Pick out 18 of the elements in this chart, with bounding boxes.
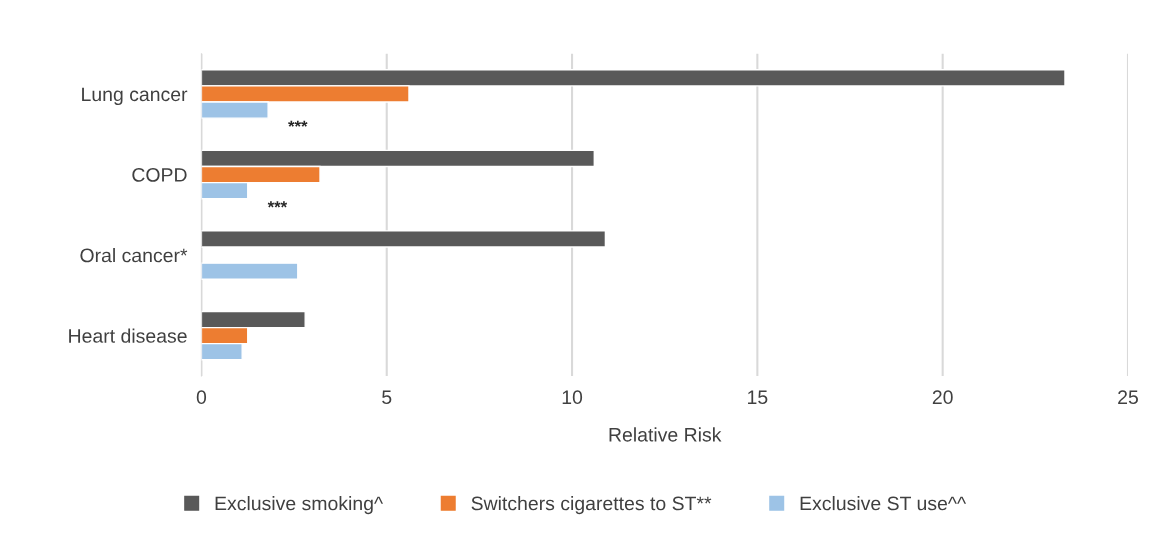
x-tick-label: 15 — [748, 390, 768, 405]
bar — [201, 230, 607, 248]
y-tick-label: Heart disease — [69, 328, 187, 343]
x-tick-label: 25 — [1118, 390, 1138, 405]
x-tick-label: 0 — [196, 390, 207, 405]
bar — [201, 262, 299, 280]
legend-label: Switchers cigarettes to ST** — [471, 496, 712, 515]
x-tick-label: 10 — [562, 390, 583, 405]
legend-label: Exclusive smoking^ — [215, 496, 384, 515]
legend-label: Exclusive ST use^^ — [800, 496, 967, 511]
x-tick-label: 20 — [932, 390, 953, 405]
y-tick-label: COPD — [132, 167, 187, 182]
y-tick-label: Oral cancer* — [80, 248, 188, 263]
y-tick-label: Lung cancer — [82, 87, 188, 106]
x-tick-label: 5 — [382, 390, 392, 405]
annotation: *** — [267, 201, 288, 208]
annotation: *** — [288, 120, 308, 127]
x-axis-title: Relative Risk — [609, 427, 722, 442]
